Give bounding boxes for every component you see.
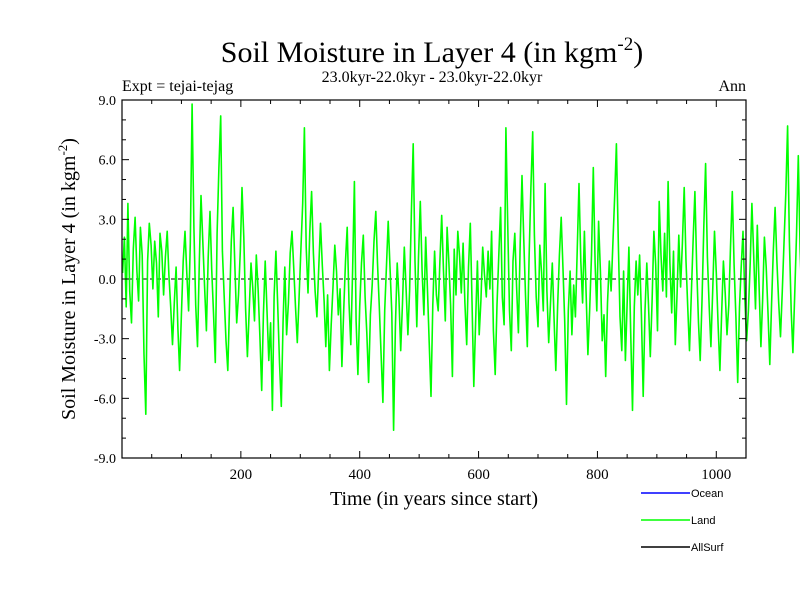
y-tick-label: 6.0	[99, 154, 117, 169]
chart-title-superscript: -2	[617, 34, 633, 55]
series-group	[121, 103, 800, 432]
y-axis-label-superscript: -2	[55, 145, 70, 156]
y-axis-label-close: )	[58, 138, 80, 145]
experiment-label: Expt = tejai-tejag	[122, 78, 233, 95]
legend-label-land: Land	[691, 515, 715, 527]
x-tick-label: 800	[586, 467, 609, 483]
period-label: 23.0kyr-22.0kyr - 23.0kyr-22.0kyr	[322, 69, 543, 86]
y-tick-label: -6.0	[94, 392, 116, 407]
y-tick-label: 0.0	[99, 273, 117, 288]
y-tick-label: 9.0	[99, 94, 117, 109]
y-tick-label: -9.0	[94, 452, 116, 467]
y-axis-ticks: -9.0 -6.0 -3.0 0.0 3.0 6.0 9.0	[94, 94, 746, 467]
chart-title-close: )	[633, 36, 643, 69]
legend-label-ocean: Ocean	[691, 488, 723, 500]
x-tick-label: 200	[230, 467, 253, 483]
legend-label-allsurf: AllSurf	[691, 542, 724, 554]
chart-title: Soil Moisture in Layer 4 (in kgm-2)	[221, 34, 643, 69]
x-tick-label: 400	[348, 467, 371, 483]
legend: Ocean Land AllSurf	[641, 488, 724, 554]
season-label: Ann	[718, 78, 746, 95]
x-tick-label: 600	[467, 467, 490, 483]
x-tick-label: 1000	[701, 467, 731, 483]
series-line-land	[121, 103, 800, 432]
chart-title-main: Soil Moisture in Layer 4 (in kgm	[221, 36, 618, 69]
y-axis-label-main: Soil Moisture in Layer 4 (in kgm	[58, 155, 80, 420]
y-tick-label: -3.0	[94, 333, 116, 348]
x-axis-ticks: 200 400 600 800 1000	[151, 100, 731, 483]
x-axis-label: Time (in years since start)	[330, 488, 538, 510]
y-tick-label: 3.0	[99, 213, 117, 228]
y-axis-label: Soil Moisture in Layer 4 (in kgm-2)	[55, 138, 80, 420]
